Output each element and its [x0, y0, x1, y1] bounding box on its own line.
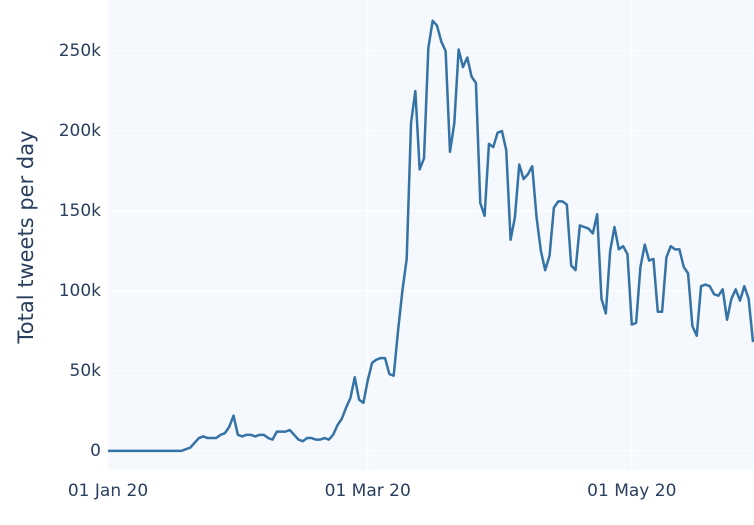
y-tick-label: 150k — [59, 201, 101, 221]
x-tick-label: 01 Mar 20 — [325, 481, 411, 501]
y-tick-label: 250k — [59, 41, 101, 61]
x-tick-label: 01 Jan 20 — [68, 481, 148, 501]
y-tick-label: 50k — [70, 361, 102, 381]
y-tick-label: 200k — [59, 121, 101, 141]
y-axis-label: Total tweets per day — [14, 130, 38, 344]
y-tick-label: 0 — [90, 441, 101, 461]
y-tick-label: 100k — [59, 281, 101, 301]
line — [108, 19, 754, 453]
x-tick-label: 01 May 20 — [587, 481, 676, 501]
plot-area — [107, 0, 754, 470]
